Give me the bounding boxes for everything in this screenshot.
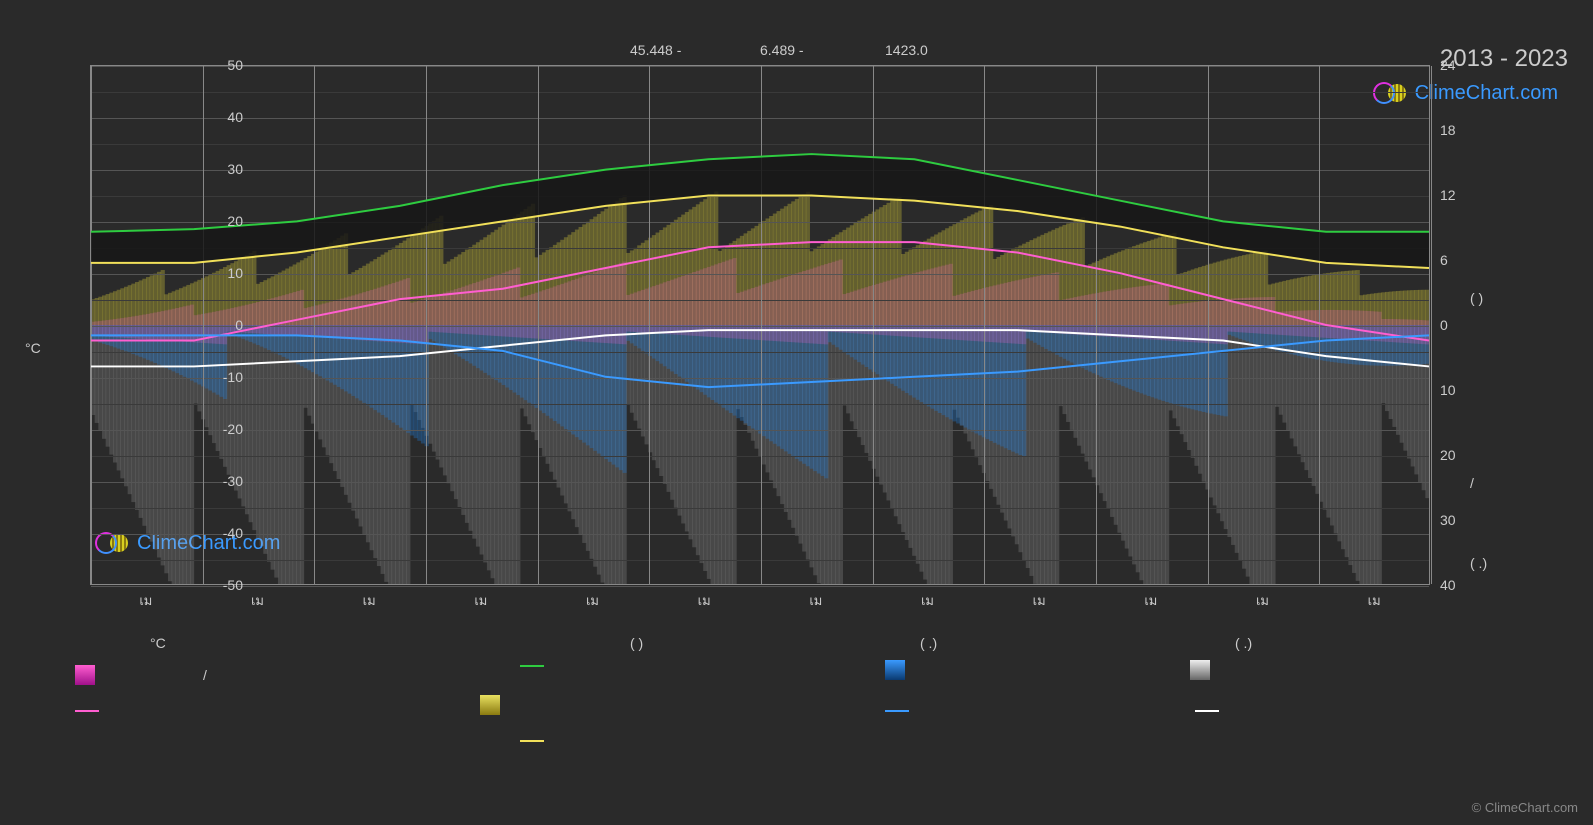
y-tick-right-lower: 30: [1440, 512, 1456, 528]
y-tick-left: -30: [203, 473, 243, 489]
y-tick-right-lower: 40: [1440, 577, 1456, 593]
y-axis-left-title: °C: [25, 340, 41, 356]
x-tick: เม: [809, 590, 822, 611]
y-tick-left: -10: [203, 369, 243, 385]
x-tick: เม: [1256, 590, 1269, 611]
x-tick: เม: [1144, 590, 1157, 611]
x-tick: เม: [474, 590, 487, 611]
copyright: © ClimeChart.com: [1472, 800, 1578, 815]
y-tick-right-upper: 18: [1440, 122, 1456, 138]
y-tick-left: 40: [203, 109, 243, 125]
legend-pink-bar: /: [75, 665, 207, 685]
right-axis-slash: /: [1470, 475, 1474, 491]
x-tick: เม: [921, 590, 934, 611]
legend-green-line: [520, 665, 552, 667]
y-tick-left: 50: [203, 57, 243, 73]
legend-header-1: °C: [150, 635, 166, 651]
y-tick-left: -40: [203, 525, 243, 541]
legend-yellow-line: [520, 740, 552, 742]
right-axis-lower-unit: ( .): [1470, 555, 1487, 571]
x-tick: เม: [251, 590, 264, 611]
legend-yellow-bar: [480, 695, 508, 715]
x-tick: เม: [363, 590, 376, 611]
x-tick: เม: [1033, 590, 1046, 611]
y-tick-left: -50: [203, 577, 243, 593]
y-tick-right-lower: 10: [1440, 382, 1456, 398]
swatch-white-line: [1195, 710, 1219, 712]
y-tick-left: 10: [203, 265, 243, 281]
legend-blue-line: [885, 710, 917, 712]
legend-header-2: ( ): [630, 635, 643, 651]
header-lat: 45.448 -: [630, 42, 681, 58]
swatch-blue-line: [885, 710, 909, 712]
y-tick-left: -20: [203, 421, 243, 437]
chart-plot-area: [90, 65, 1430, 585]
swatch-pink-line: [75, 710, 99, 712]
swatch-green-line: [520, 665, 544, 667]
legend-header-4: ( .): [1235, 635, 1252, 651]
header-lon: 6.489 -: [760, 42, 804, 58]
brand-text: ClimeChart.com: [1415, 82, 1558, 105]
legend-pink-line: [75, 710, 107, 712]
x-tick: เม: [698, 590, 711, 611]
swatch-grey-bar: [1190, 660, 1210, 680]
y-tick-right-upper: 0: [1440, 317, 1448, 333]
swatch-yellow-line: [520, 740, 544, 742]
y-tick-right-upper: 6: [1440, 252, 1448, 268]
legend-blue-bar: [885, 660, 913, 680]
y-tick-left: 30: [203, 161, 243, 177]
chart-container: [90, 65, 1430, 585]
swatch-blue-bar: [885, 660, 905, 680]
y-tick-right-upper: 24: [1440, 57, 1456, 73]
y-tick-left: 0: [203, 317, 243, 333]
legend-white-line: [1195, 710, 1227, 712]
lines-layer: [91, 66, 1429, 584]
swatch-yellow-bar: [480, 695, 500, 715]
x-tick: เม: [1368, 590, 1381, 611]
swatch-pink-bar: [75, 665, 95, 685]
y-tick-right-upper: 12: [1440, 187, 1456, 203]
y-tick-left: 20: [203, 213, 243, 229]
header-alt: 1423.0: [885, 42, 928, 58]
x-tick: เม: [586, 590, 599, 611]
x-tick: เม: [139, 590, 152, 611]
legend-header-3: ( .): [920, 635, 937, 651]
year-range: 2013 - 2023: [1440, 45, 1568, 73]
y-tick-right-lower: 20: [1440, 447, 1456, 463]
legend-grey-bar: [1190, 660, 1218, 680]
right-axis-upper-unit: ( ): [1470, 290, 1483, 306]
legend-pink-bar-label: /: [203, 667, 207, 683]
